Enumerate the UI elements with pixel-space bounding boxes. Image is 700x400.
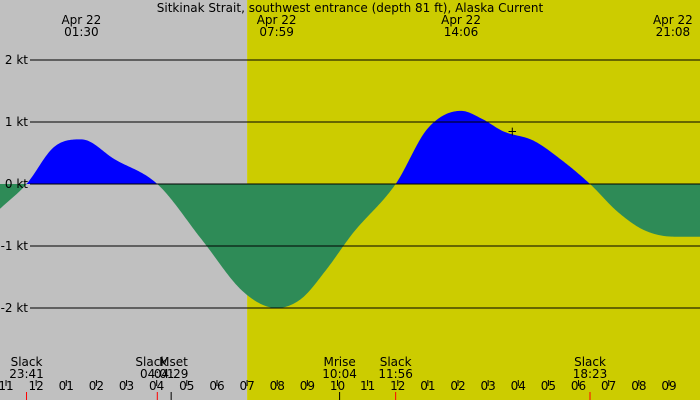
x-tick-label: 12 — [390, 379, 405, 393]
y-tick-label: 2 kt — [5, 53, 28, 67]
event-time: 11:56 — [378, 367, 413, 381]
event-label: Mset — [159, 355, 188, 369]
event-time: 10:04 — [322, 367, 357, 381]
current-areas: + — [0, 110, 700, 308]
x-tick-label: 03 — [481, 379, 496, 393]
top-time-label: 21:08 — [656, 25, 691, 39]
x-tick-label: 09 — [300, 379, 315, 393]
x-tick-label: 07 — [601, 379, 616, 393]
flood-area — [0, 110, 700, 184]
x-tick-label: 11 — [0, 379, 14, 393]
event-labels: Slack23:41Slack04:01Mset04:29Mrise10:04S… — [9, 355, 607, 400]
event-label: Slack — [11, 355, 43, 369]
x-tick-label: 06 — [571, 379, 586, 393]
x-tick-label: 01 — [59, 379, 74, 393]
x-tick-label: 04 — [511, 379, 526, 393]
x-tick-label: 02 — [450, 379, 465, 393]
top-date-label: Apr 22 — [441, 13, 481, 27]
x-tick-label: 08 — [270, 379, 285, 393]
x-tick-label: 06 — [209, 379, 224, 393]
x-tick-label: 04 — [149, 379, 164, 393]
current-marker: + — [507, 124, 517, 138]
x-tick-label: 05 — [179, 379, 194, 393]
top-time-label: 01:30 — [64, 25, 99, 39]
top-date-label: Apr 22 — [653, 13, 693, 27]
event-time: 04:01 — [140, 367, 175, 381]
event-label: Slack — [574, 355, 606, 369]
y-tick-label: -1 kt — [1, 239, 29, 253]
event-time: 18:23 — [573, 367, 608, 381]
x-tick-label: 02 — [89, 379, 104, 393]
y-tick-label: -2 kt — [1, 301, 29, 315]
x-tick-label: 01 — [420, 379, 435, 393]
x-tick-label: 09 — [661, 379, 676, 393]
y-gridlines: 2 kt 1 kt 0 kt -1 kt -2 kt — [1, 53, 700, 315]
x-axis: 11 12 01 02 03 04 05 06 07 08 09 10 11 12 01 02 03 04 05 06… — [0, 379, 677, 393]
chart-title: Sitkinak Strait, southwest entrance (dep… — [157, 1, 544, 15]
x-tick-label: 03 — [119, 379, 134, 393]
event-label: Mrise — [323, 355, 355, 369]
event-time: 23:41 — [9, 367, 44, 381]
x-tick-label: 10 — [330, 379, 345, 393]
x-tick-label: 11 — [360, 379, 375, 393]
ebb-area — [0, 184, 700, 308]
event-time: 04:29 — [154, 367, 189, 381]
y-tick-label: 1 kt — [5, 115, 28, 129]
top-time-label: 07:59 — [259, 25, 294, 39]
y-tick-label: 0 kt — [5, 177, 28, 191]
x-tick-label: 05 — [541, 379, 556, 393]
event-label: Slack — [135, 355, 167, 369]
x-tick-label: 07 — [239, 379, 254, 393]
top-time-label: 14:06 — [444, 25, 479, 39]
event-label: Slack — [380, 355, 412, 369]
x-tick-label: 08 — [631, 379, 646, 393]
x-tick-label: 12 — [29, 379, 44, 393]
top-date-label: Apr 22 — [257, 13, 297, 27]
top-date-label: Apr 22 — [61, 13, 101, 27]
